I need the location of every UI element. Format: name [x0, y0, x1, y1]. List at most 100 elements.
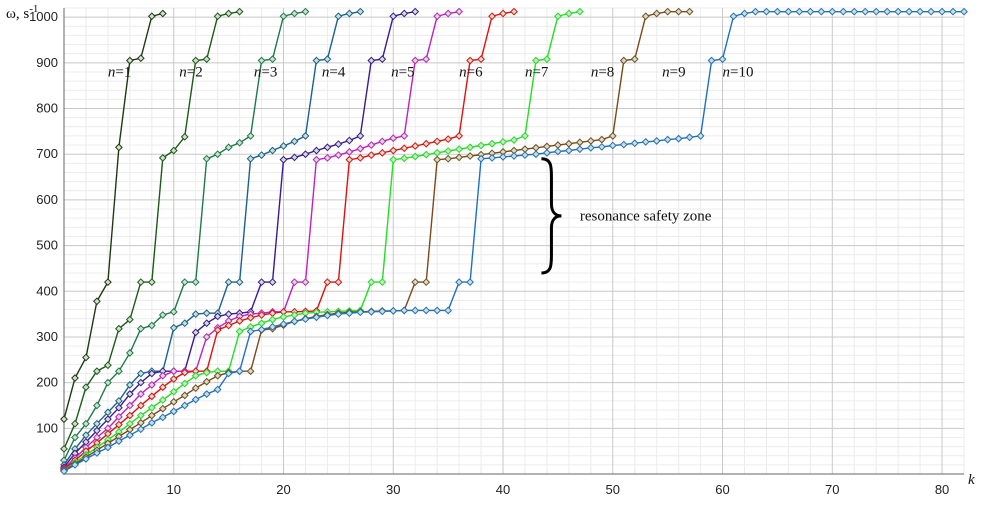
data-point [817, 7, 826, 16]
data-point [696, 132, 705, 140]
data-point [356, 308, 365, 317]
data-point [762, 7, 771, 16]
data-point [136, 369, 145, 378]
data-point [433, 148, 442, 157]
data-point [180, 132, 189, 141]
data-point [619, 56, 628, 65]
series-2 [60, 7, 244, 453]
data-point [147, 321, 156, 330]
y-tick-label: 600 [36, 192, 58, 207]
data-point [169, 367, 178, 376]
data-point [268, 278, 277, 287]
data-point [806, 7, 815, 16]
data-point [740, 9, 749, 18]
data-point [191, 371, 200, 380]
data-point [60, 467, 68, 476]
data-point [191, 310, 200, 319]
data-point [422, 306, 431, 315]
data-point [378, 148, 387, 157]
data-point [367, 56, 376, 65]
data-point [246, 154, 255, 163]
data-point [235, 7, 244, 16]
data-point [652, 9, 661, 18]
data-point [488, 139, 496, 148]
data-point [444, 135, 453, 144]
data-point [169, 397, 178, 406]
data-point [323, 311, 332, 320]
data-point [685, 133, 694, 142]
data-point [630, 139, 639, 148]
annotation-text: resonance safety zone [580, 208, 712, 224]
data-point [400, 144, 409, 153]
series-labels: n=1 n=2 n=3 n=4 n=5 n=6 n=7 n=8 n=9 n=10 [108, 65, 754, 81]
data-point [597, 142, 606, 151]
data-point [60, 415, 68, 424]
data-point [82, 455, 90, 463]
data-point [521, 151, 529, 160]
data-point [586, 143, 595, 152]
data-point [378, 55, 387, 64]
data-point [224, 321, 233, 330]
x-tick-label: 60 [715, 482, 729, 497]
data-point [301, 150, 310, 159]
data-point [246, 327, 255, 336]
data-point [246, 132, 255, 140]
data-point [400, 9, 409, 18]
data-point [499, 9, 507, 18]
data-point [543, 148, 551, 157]
data-point [279, 320, 288, 329]
data-point [93, 367, 101, 376]
y-tick-label: 200 [36, 375, 58, 390]
data-point [663, 7, 672, 16]
data-point [191, 384, 200, 393]
data-point [213, 371, 222, 380]
data-point [93, 297, 101, 306]
series-label: n=2 [179, 65, 202, 81]
data-point [158, 396, 167, 404]
data-point [652, 137, 661, 145]
data-point [543, 55, 551, 64]
data-point [389, 134, 398, 143]
data-point [663, 135, 672, 144]
data-point [488, 12, 496, 21]
data-point [103, 443, 112, 452]
data-point [180, 401, 189, 410]
data-point [510, 7, 518, 16]
data-point [444, 147, 453, 155]
data-point [422, 150, 431, 159]
data-point [125, 381, 134, 389]
y-tick-label: 900 [36, 55, 58, 70]
data-point [323, 143, 332, 152]
data-point [136, 390, 145, 398]
data-point [191, 278, 200, 287]
data-point [191, 56, 200, 65]
data-point [400, 132, 409, 140]
data-point [213, 12, 222, 21]
series-label: n=1 [108, 65, 131, 81]
data-point [114, 324, 123, 333]
data-point [202, 390, 211, 398]
data-point [202, 154, 211, 163]
data-point [543, 142, 551, 151]
data-point [905, 7, 914, 16]
series-3 [60, 7, 310, 465]
data-point [356, 132, 365, 140]
data-point [71, 460, 79, 469]
data-point [455, 153, 464, 162]
data-point [345, 148, 354, 156]
data-point [641, 137, 650, 146]
series-1 [60, 9, 167, 424]
data-point [411, 7, 420, 16]
data-point [323, 278, 332, 287]
x-tick-label: 30 [386, 482, 400, 497]
y-tick-label: 1000 [29, 9, 58, 24]
data-point [444, 9, 453, 18]
data-point [312, 146, 321, 155]
data-point [279, 312, 288, 321]
data-point [158, 413, 167, 422]
y-tick-label: 300 [36, 329, 58, 344]
data-point [202, 309, 211, 318]
data-point [224, 9, 233, 18]
data-point [224, 310, 233, 319]
data-point [180, 278, 189, 287]
